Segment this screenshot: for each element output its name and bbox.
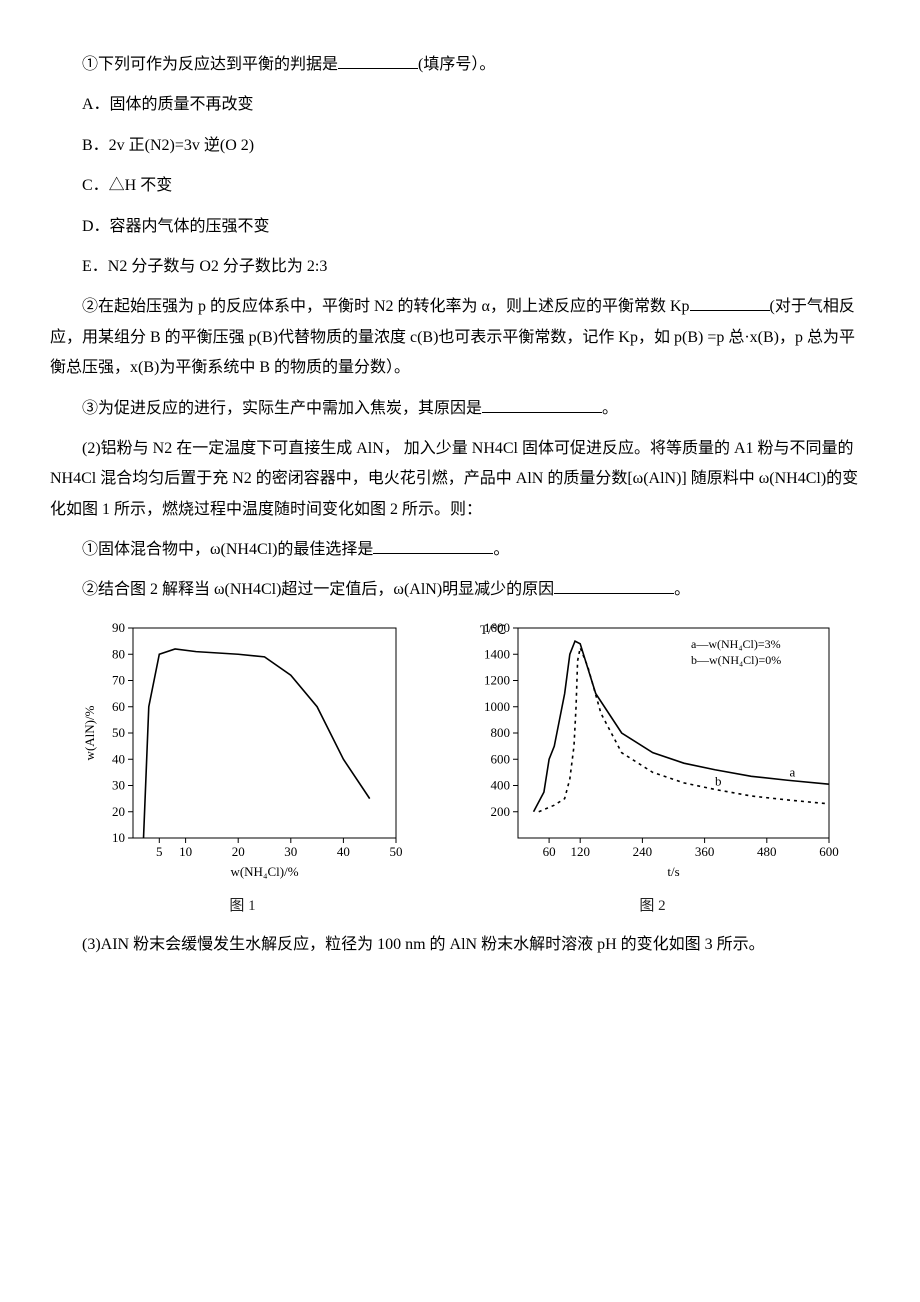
q2-2-intro: ②结合图 2 解释当 ω(NH4Cl)超过一定值后，ω(AlN)明显减少的原因 xyxy=(82,581,554,598)
svg-text:800: 800 xyxy=(490,725,510,740)
chart1-caption: 图 1 xyxy=(78,892,408,921)
svg-text:40: 40 xyxy=(112,751,125,766)
blank-q1-3 xyxy=(482,396,602,413)
svg-text:20: 20 xyxy=(231,844,244,859)
option-e: E．N2 分子数与 O2 分子数比为 2:3 xyxy=(50,252,870,282)
svg-text:20: 20 xyxy=(112,804,125,819)
q3-line: (3)AIN 粉末会缓慢发生水解反应，粒径为 100 nm 的 AlN 粉末水解… xyxy=(50,930,870,960)
option-d: D．容器内气体的压强不变 xyxy=(50,212,870,242)
svg-text:40: 40 xyxy=(336,844,349,859)
svg-text:T/℃: T/℃ xyxy=(480,622,506,637)
blank-q1-1 xyxy=(338,52,418,69)
svg-text:50: 50 xyxy=(112,725,125,740)
svg-text:80: 80 xyxy=(112,646,125,661)
svg-text:10: 10 xyxy=(179,844,192,859)
svg-text:10: 10 xyxy=(112,830,125,845)
svg-text:360: 360 xyxy=(694,844,714,859)
svg-text:90: 90 xyxy=(112,620,125,635)
q1-2-intro: ②在起始压强为 p 的反应体系中，平衡时 N2 的转化率为 α，则上述反应的平衡… xyxy=(82,298,690,315)
q1-2-line: ②在起始压强为 p 的反应体系中，平衡时 N2 的转化率为 α，则上述反应的平衡… xyxy=(50,292,870,383)
q1-3-intro: ③为促进反应的进行，实际生产中需加入焦炭，其原因是 xyxy=(82,400,482,417)
svg-text:240: 240 xyxy=(632,844,652,859)
svg-text:5: 5 xyxy=(156,844,163,859)
svg-text:70: 70 xyxy=(112,672,125,687)
q2-1-line: ①固体混合物中，ω(NH4Cl)的最佳选择是 。 xyxy=(50,535,870,565)
blank-q2-1 xyxy=(373,537,493,554)
q1-1-intro: ①下列可作为反应达到平衡的判据是 xyxy=(82,56,338,73)
chart1-svg: 10 20 30 40 50 60 70 80 90 5 10 20 30 40 50 w(NH₄Cl)/% w… xyxy=(78,616,408,886)
q1-1-tail: (填序号）。 xyxy=(418,56,495,73)
q2-1-intro: ①固体混合物中，ω(NH4Cl)的最佳选择是 xyxy=(82,541,373,558)
svg-text:60: 60 xyxy=(112,699,125,714)
svg-text:t/s: t/s xyxy=(667,864,679,879)
chart2-wrap: 2004006008001000120014001600601202403604… xyxy=(463,616,843,921)
svg-text:w(AlN)/%: w(AlN)/% xyxy=(82,705,97,760)
option-c: C．△H 不变 xyxy=(50,171,870,201)
q2-2-line: ②结合图 2 解释当 ω(NH4Cl)超过一定值后，ω(AlN)明显减少的原因 。 xyxy=(50,575,870,605)
q1-1-line: ①下列可作为反应达到平衡的判据是 (填序号）。 xyxy=(50,50,870,80)
svg-text:120: 120 xyxy=(570,844,590,859)
svg-text:400: 400 xyxy=(490,777,510,792)
svg-text:b: b xyxy=(714,773,721,788)
chart1-wrap: 10 20 30 40 50 60 70 80 90 5 10 20 30 40 50 w(NH₄Cl)/% w… xyxy=(78,616,408,921)
q2-intro: (2)铝粉与 N2 在一定温度下可直接生成 AlN， 加入少量 NH4Cl 固体… xyxy=(50,434,870,525)
svg-text:30: 30 xyxy=(112,777,125,792)
svg-text:50: 50 xyxy=(389,844,402,859)
svg-text:b—w(NH₄Cl)=0%: b—w(NH₄Cl)=0% xyxy=(691,653,781,667)
svg-text:w(NH₄Cl)/%: w(NH₄Cl)/% xyxy=(230,864,298,879)
svg-text:30: 30 xyxy=(284,844,297,859)
svg-text:a: a xyxy=(789,764,795,779)
svg-text:a—w(NH₄Cl)=3%: a—w(NH₄Cl)=3% xyxy=(691,637,781,651)
charts-row: 10 20 30 40 50 60 70 80 90 5 10 20 30 40 50 w(NH₄Cl)/% w… xyxy=(50,616,870,921)
blank-q2-2 xyxy=(554,577,674,594)
svg-text:1000: 1000 xyxy=(484,699,510,714)
blank-q1-2 xyxy=(690,294,770,311)
svg-text:1400: 1400 xyxy=(484,646,510,661)
svg-text:60: 60 xyxy=(542,844,555,859)
q1-3-line: ③为促进反应的进行，实际生产中需加入焦炭，其原因是 。 xyxy=(50,394,870,424)
svg-text:200: 200 xyxy=(490,804,510,819)
q2-2-tail: 。 xyxy=(674,581,690,598)
option-b: B．2v 正(N2)=3v 逆(O 2) xyxy=(50,131,870,161)
q2-1-tail: 。 xyxy=(493,541,509,558)
option-a: A．固体的质量不再改变 xyxy=(50,90,870,120)
svg-text:600: 600 xyxy=(819,844,839,859)
svg-text:1200: 1200 xyxy=(484,672,510,687)
svg-text:600: 600 xyxy=(490,751,510,766)
q1-3-tail: 。 xyxy=(602,400,618,417)
chart2-caption: 图 2 xyxy=(463,892,843,921)
chart2-svg: 2004006008001000120014001600601202403604… xyxy=(463,616,843,886)
svg-text:480: 480 xyxy=(757,844,777,859)
